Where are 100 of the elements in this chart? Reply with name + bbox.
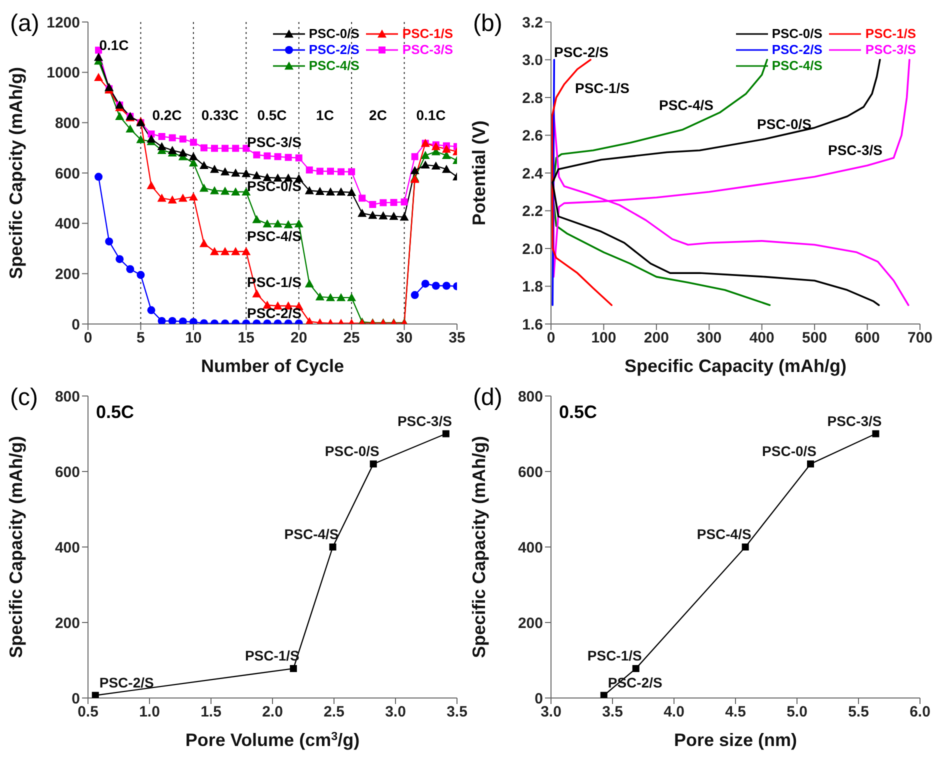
point <box>295 154 302 162</box>
x-tick-label: 2.5 <box>324 704 344 721</box>
annotation: PSC-0/S <box>762 442 817 459</box>
legend-label: PSC-4/S <box>308 58 360 73</box>
annotation: 0.1C <box>99 37 129 53</box>
point <box>199 184 208 192</box>
annotation: PSC-0/S <box>757 116 812 132</box>
annotation: PSC-3/S <box>397 412 452 429</box>
x-tick-label: 25 <box>343 330 360 347</box>
annotation: 0.5C <box>559 402 598 423</box>
legend-label: PSC-2/S <box>772 42 822 57</box>
x-tick-label: 600 <box>854 330 880 347</box>
x-tick-label: 5 <box>136 330 145 347</box>
point <box>358 208 367 217</box>
point <box>94 72 104 81</box>
y-axis-title: Specific Capacity (mAh/g) <box>6 436 26 658</box>
point <box>157 142 166 150</box>
x-tick-label: 6.0 <box>910 704 930 721</box>
y-tick-label: 600 <box>518 464 543 481</box>
x-tick-label: 3.5 <box>602 704 623 721</box>
x-tick-label: 3.5 <box>446 704 468 721</box>
point <box>126 124 135 133</box>
point <box>231 187 240 196</box>
point <box>389 212 398 220</box>
point <box>147 306 156 314</box>
y-tick-label: 2.2 <box>522 203 543 220</box>
annotation: PSC-4/S <box>659 97 714 113</box>
y-tick-label: 600 <box>54 165 80 182</box>
annotation: PSC-0/S <box>247 178 302 194</box>
y-tick-label: 2.8 <box>522 90 543 107</box>
point <box>199 160 208 170</box>
legend-label: PSC-0/S <box>772 26 822 41</box>
point <box>253 151 260 158</box>
point <box>347 188 356 196</box>
point <box>168 134 176 142</box>
y-tick-label: 600 <box>54 464 80 481</box>
x-tick-label: 10 <box>185 330 202 347</box>
annotation: PSC-0/S <box>324 442 380 459</box>
point <box>632 665 640 672</box>
legend-label: PSC-3/S <box>402 42 453 57</box>
y-tick-label: 200 <box>54 614 80 632</box>
point <box>326 187 335 196</box>
point <box>188 152 198 160</box>
point <box>210 164 220 173</box>
x-tick-label: 0 <box>84 330 92 347</box>
point <box>315 186 324 195</box>
annotation: PSC-3/S <box>827 412 882 429</box>
point <box>442 164 451 173</box>
point <box>432 282 440 290</box>
point <box>211 144 218 152</box>
point <box>264 152 271 160</box>
y-tick-label: 1.8 <box>522 278 543 296</box>
point <box>252 171 262 180</box>
point <box>872 430 880 438</box>
x-tick-label: 1.5 <box>200 704 222 721</box>
point <box>179 136 186 143</box>
chart-title: (b) <box>473 10 502 38</box>
legend-label: PSC-4/S <box>772 58 822 73</box>
y-tick-label: 0 <box>534 690 543 708</box>
point <box>231 247 240 256</box>
point <box>442 282 450 290</box>
point <box>178 148 188 156</box>
annotation: 0.2C <box>152 107 182 123</box>
point <box>326 293 335 302</box>
point <box>378 211 388 220</box>
point <box>252 289 262 298</box>
point <box>168 316 176 324</box>
y-tick-label: 1200 <box>46 14 80 32</box>
annotation: 0.5C <box>96 402 134 423</box>
point <box>411 153 418 160</box>
legend-label: PSC-1/S <box>402 26 453 41</box>
x-tick-label: 4.0 <box>664 704 684 721</box>
point <box>380 199 387 206</box>
point <box>178 194 188 202</box>
point <box>168 195 177 204</box>
point <box>262 173 272 182</box>
point <box>146 181 156 190</box>
annotation: 2C <box>369 107 387 123</box>
annotation: PSC-4/S <box>284 526 339 542</box>
point <box>189 318 198 324</box>
legend-label: PSC-2/S <box>308 42 360 57</box>
point <box>807 460 814 468</box>
point <box>136 135 146 144</box>
annotation: PSC-3/S <box>828 142 882 158</box>
point <box>126 265 134 274</box>
annotation: PSC-1/S <box>587 648 642 664</box>
y-tick-label: 400 <box>518 539 543 556</box>
x-tick-label: 3.0 <box>385 704 406 721</box>
point <box>262 219 272 228</box>
x-axis-title: Specific Capacity (mAh/g) <box>624 356 847 376</box>
point <box>420 160 430 169</box>
legend-label: PSC-1/S <box>865 26 916 41</box>
point <box>410 166 420 174</box>
point <box>222 144 229 152</box>
x-tick-label: 100 <box>591 330 616 347</box>
point <box>136 270 145 279</box>
y-tick-label: 2.4 <box>522 165 544 182</box>
point <box>442 430 450 438</box>
x-tick-label: 4.5 <box>725 704 746 721</box>
y-axis-title: Potential (V) <box>469 120 489 226</box>
